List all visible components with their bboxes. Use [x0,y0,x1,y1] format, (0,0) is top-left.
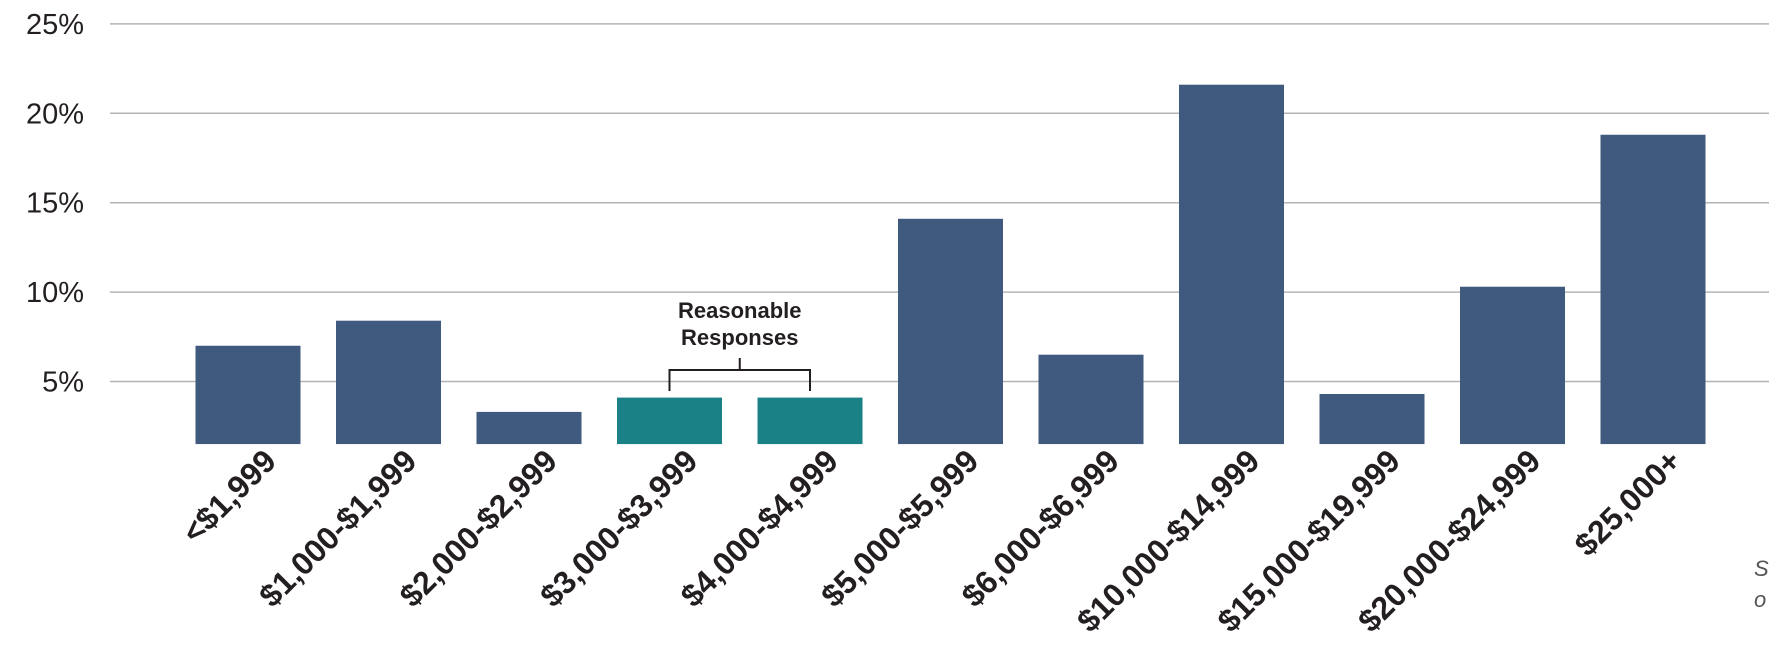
y-tick-label: 20% [26,98,84,130]
bar [1038,354,1144,445]
y-axis-labels: 5% 10% 15% 20% 25% [26,9,84,399]
bar [1600,134,1706,445]
y-tick-label: 15% [26,188,84,220]
source-note: Sc o [1754,556,1769,612]
bar [1319,394,1425,445]
annotation-label-line2: Responses [681,325,798,350]
bar [898,218,1003,445]
bar [1179,84,1284,445]
y-tick-label: 25% [26,9,84,41]
x-axis-labels: <$1,999$1,000-$1,999$2,000-$2,999$3,000-… [175,442,1688,639]
bar [757,397,863,445]
bar [1460,286,1565,445]
x-tick-label: $25,000+ [1567,442,1687,562]
source-note-line1: Sc [1754,556,1769,581]
bar [476,411,582,445]
y-tick-label: 10% [26,277,84,309]
y-tick-label: 5% [42,367,84,399]
annotation-bracket [668,358,811,391]
bar [195,345,301,445]
reasonable-responses-annotation: Reasonable Responses [668,298,811,391]
bar [617,397,722,445]
bar [336,320,441,445]
x-tick-label: <$1,999 [175,442,283,550]
source-note-line2: o [1754,587,1766,612]
bars [195,84,1706,445]
annotation-label-line1: Reasonable [678,298,802,323]
